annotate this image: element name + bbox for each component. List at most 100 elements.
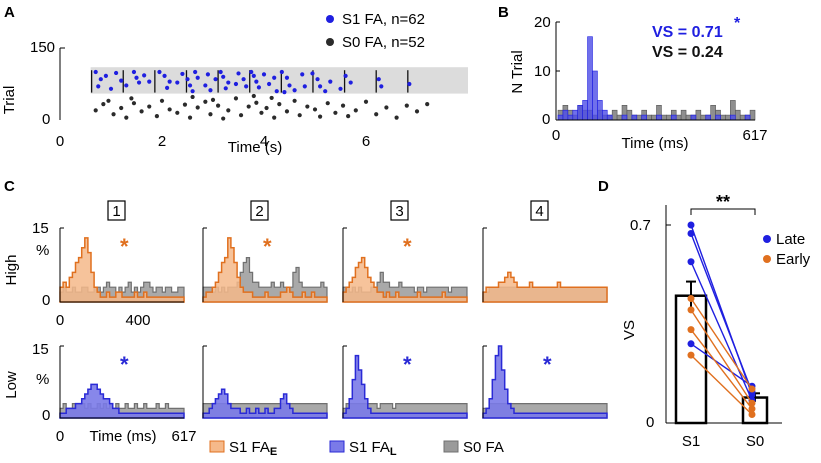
c-high-y-tick-0: 0 [42, 292, 50, 309]
s1-fa-point-13 [165, 85, 170, 90]
subpanel-box-2 [250, 200, 269, 221]
panel-d: D 0.7 0 VS S1 S0 ** Late Early [598, 178, 811, 450]
s1-fa-point-39 [318, 84, 323, 89]
s1-fa-point-0 [93, 69, 98, 75]
pair-line-6 [690, 329, 753, 410]
s0-fa-point-16 [208, 112, 213, 117]
s0-bar-26 [685, 114, 692, 121]
d-y-tick-label-07: 0.7 [630, 217, 651, 234]
early-psth-3 [482, 271, 608, 303]
s1-fa-point-19 [190, 89, 195, 94]
s0-fa-point-38 [353, 108, 358, 113]
s0-bar-14 [626, 109, 633, 121]
c-low-y-tick-0: 0 [42, 407, 50, 424]
s0-fa-point-14 [195, 105, 200, 110]
s0-fa-point-42 [394, 115, 399, 120]
s1-fa-point-11 [162, 73, 167, 78]
pair-line-4 [690, 298, 753, 390]
s0-fa-point-37 [346, 114, 351, 119]
s1-fa-point-9 [142, 73, 147, 78]
s0-fa-point-24 [259, 110, 264, 115]
s1-bar-13 [621, 114, 628, 121]
s1-fa-point-56 [274, 89, 279, 94]
s0-fa-point-48 [251, 93, 256, 99]
c-high-x-tick-0: 0 [56, 312, 64, 329]
early-psth-1 [202, 237, 328, 303]
s0-fa-point-28 [284, 109, 290, 114]
s1-bar-4 [577, 105, 583, 121]
panel-a: A 150 0 Trial 0 2 4 6 Time (s) S1 FA, n=… [1, 4, 468, 156]
s1-fa-point-58 [328, 79, 333, 84]
pair-point-s0-4 [748, 385, 756, 393]
histogram-bars [556, 36, 756, 121]
significance-bracket [690, 208, 756, 215]
b-y-tick-label-0: 0 [542, 111, 550, 128]
s1-fa-point-23 [223, 86, 228, 91]
pair-point-s1-1 [687, 229, 695, 237]
a-y-tick-label-0: 0 [42, 111, 50, 128]
s1-fa-point-21 [221, 74, 226, 79]
s0-fa-point-25 [264, 105, 269, 111]
s1-fa-point-26 [249, 69, 254, 75]
panel-c: C *1*2*3 4* * * High Low 15 % 0 0 400 15 % … [3, 178, 608, 458]
s0-bar-11 [611, 109, 618, 121]
s0-fa-point-26 [272, 115, 277, 120]
psth-star-2: * [403, 234, 412, 259]
s1-fa-point-36 [282, 90, 287, 95]
s0-fa-point-41 [384, 105, 389, 110]
s1-bar-5 [582, 100, 588, 121]
s0-fa-point-9 [159, 98, 165, 103]
s0-fa-point-35 [333, 110, 338, 115]
s1-bar-6 [587, 36, 593, 121]
s0-fa-point-43 [404, 103, 409, 108]
subpanel-number-3: 3 [395, 203, 403, 220]
s1-fa-point-29 [256, 85, 261, 90]
s1-fa-point-44 [379, 84, 384, 89]
a-y-axis-label: Trial [1, 86, 18, 115]
c-high-y-unit: % [36, 242, 49, 259]
s0-fa-point-46 [190, 94, 195, 100]
s0-fa-point-13 [187, 115, 193, 120]
s1-fa-point-59 [338, 86, 343, 91]
psth-star-4: * [120, 352, 129, 377]
c-low-y-tick-15: 15 [32, 341, 49, 358]
panel-b-label: B [498, 4, 509, 21]
pair-point-s1-3 [687, 340, 695, 348]
s0-bar-22 [666, 114, 672, 121]
s1-bar-23 [670, 114, 677, 121]
s1-fa-point-41 [343, 73, 348, 78]
s1-bar-15 [631, 114, 638, 121]
s1-fa-point-25 [241, 77, 246, 82]
s1-fa-point-46 [108, 86, 114, 91]
s1-fa-point-20 [218, 69, 223, 75]
c-low-y-unit: % [36, 371, 49, 388]
c-low-x-tick-0: 0 [56, 428, 64, 445]
s0-bar-39 [749, 109, 756, 121]
s0-bar-24 [675, 114, 682, 121]
s1-fa-point-22 [226, 80, 231, 85]
row-label-high: High [3, 255, 20, 286]
s0-bar-25 [680, 109, 687, 121]
a-x-tick-label-4: 4 [260, 133, 268, 150]
s0-bar-28 [695, 109, 702, 121]
pair-line-3 [690, 343, 753, 387]
s1-fa-point-43 [376, 77, 381, 82]
legend-swatch-s0-fa [443, 440, 459, 453]
a-legend: S1 FA, n=62 S0 FA, n=52 [326, 11, 425, 51]
s1-fa-point-35 [292, 88, 297, 93]
s1-fa-point-61 [302, 84, 307, 89]
subpanel-box-1 [107, 200, 126, 221]
s1-fa-point-3 [114, 70, 119, 76]
legend-label-s1-fa-e: S1 FAE [229, 439, 277, 458]
s0-fa-point-44 [414, 109, 420, 114]
s1-fa-point-14 [180, 71, 185, 77]
panel-b: B 20 10 0 N Trial 0 617 Time (ms) VS = 0… [498, 4, 768, 152]
a-x-tick-label-6: 6 [362, 133, 370, 150]
a-y-tick-label-150: 150 [30, 39, 55, 56]
psth-high-1: *1 [59, 200, 185, 303]
s0-fa-point-40 [374, 112, 379, 117]
s0-fa-point-2 [111, 112, 116, 117]
s0-fa-point-15 [203, 99, 208, 104]
s1-fa-point-15 [185, 77, 190, 82]
s1-fa-point-40 [323, 89, 328, 94]
